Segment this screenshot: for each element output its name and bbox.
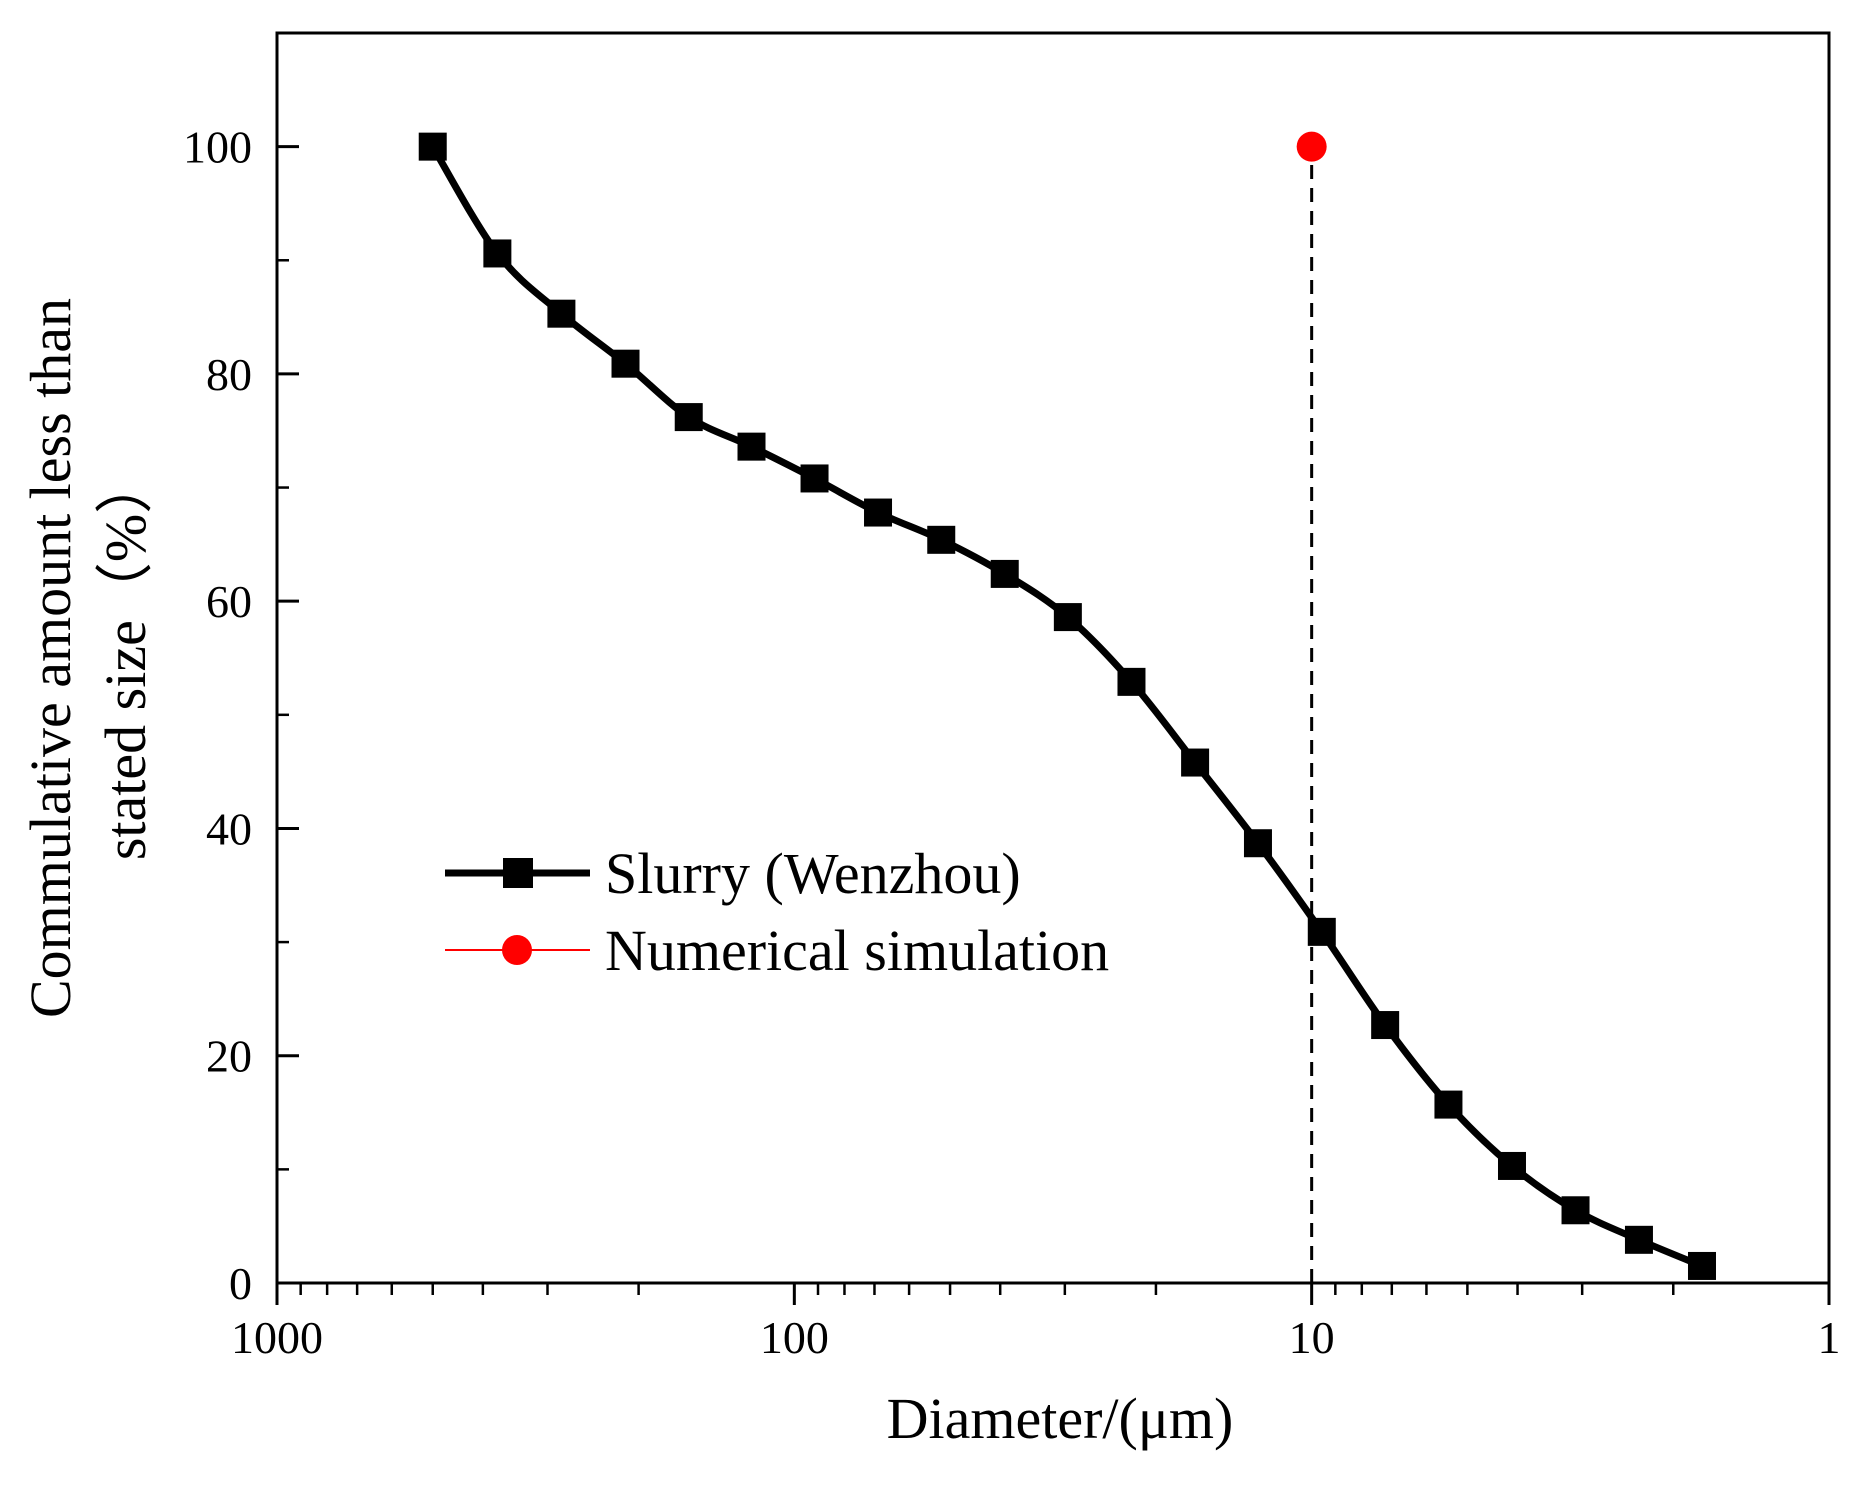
- legend-label-slurry: Slurry (Wenzhou): [605, 841, 1021, 906]
- series-line-0: [429, 144, 1704, 1270]
- legend: Slurry (Wenzhou) Numerical simulation: [445, 841, 1109, 983]
- data-point-square: [547, 299, 576, 328]
- data-point-circle: [1296, 131, 1327, 162]
- data-point-square: [1307, 917, 1336, 946]
- data-point-square: [1434, 1090, 1463, 1119]
- legend-marker-simulation: [502, 935, 532, 965]
- data-point-square: [1624, 1225, 1653, 1254]
- series-group: [418, 131, 1716, 1280]
- data-point-square: [483, 239, 512, 268]
- x-tick-label: 1000: [231, 1312, 323, 1363]
- data-point-square: [611, 349, 640, 378]
- legend-label-simulation: Numerical simulation: [605, 918, 1109, 983]
- data-point-square: [1181, 748, 1210, 777]
- data-point-square: [1243, 829, 1272, 858]
- data-point-square: [737, 432, 766, 461]
- data-point-square: [1497, 1151, 1526, 1180]
- data-point-square: [1053, 603, 1082, 632]
- data-point-square: [990, 559, 1019, 588]
- y-tick-label: 40: [206, 803, 252, 854]
- data-point-square: [864, 498, 893, 527]
- data-point-square: [674, 403, 703, 432]
- y-tick-label: 0: [229, 1258, 252, 1309]
- x-tick-label: 1: [1818, 1312, 1841, 1363]
- y-tick-label: 60: [206, 576, 252, 627]
- data-point-square: [927, 525, 956, 554]
- y-axis-title-line2: stated size（%）: [93, 456, 158, 860]
- y-tick-label: 80: [206, 349, 252, 400]
- x-axis-title: Diameter/(μm): [887, 1386, 1234, 1451]
- data-point-square: [800, 464, 829, 493]
- data-point-square: [1371, 1011, 1400, 1040]
- x-tick-label: 10: [1289, 1312, 1335, 1363]
- y-tick-label: 100: [183, 122, 252, 173]
- y-tick-label: 20: [206, 1031, 252, 1082]
- data-point-square: [1561, 1196, 1590, 1225]
- x-tick-label: 100: [760, 1312, 829, 1363]
- data-point-square: [1687, 1251, 1716, 1280]
- y-axis-title-line1: Commulative amount less than: [18, 298, 83, 1018]
- data-point-square: [418, 132, 447, 161]
- plot-frame: [275, 31, 1831, 1285]
- data-point-square: [1117, 667, 1146, 696]
- legend-marker-slurry: [503, 858, 533, 888]
